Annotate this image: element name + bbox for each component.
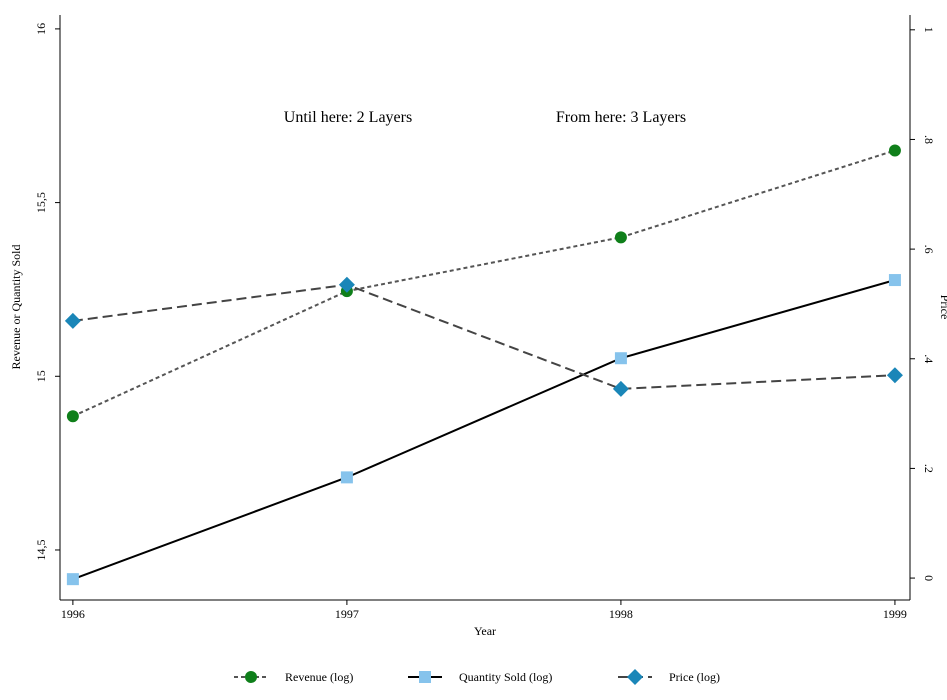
legend-label: Revenue (log) [285,670,353,684]
series-line [72,279,896,581]
y2-tick-label: .8 [922,135,936,144]
y-tick-label: 14,5 [34,539,48,560]
legend-label: Price (log) [669,670,720,684]
marker [64,312,81,329]
y2-tick-label: .6 [922,245,936,254]
marker [338,276,355,293]
x-tick-label: 1998 [609,607,633,621]
marker [614,352,627,365]
marker [888,144,901,157]
y-tick-label: 15 [34,370,48,382]
marker [886,367,903,384]
marker [612,380,629,397]
x-tick-label: 1996 [61,607,85,621]
y2-tick-label: .4 [922,354,936,363]
legend-marker [627,669,643,685]
legend-marker [245,671,257,683]
y2-tick-label: 1 [922,27,936,33]
series-line [72,283,895,390]
y2-axis-label: Price [938,295,947,320]
annotation: From here: 3 Layers [556,109,686,126]
series-line [72,149,896,418]
y2-tick-label: .2 [922,464,936,473]
y-axis-label: Revenue or Quantity Sold [9,245,23,370]
x-axis-label: Year [474,624,496,638]
y-tick-label: 15,5 [34,192,48,213]
legend-marker [419,671,431,683]
x-tick-label: 1997 [335,607,359,621]
marker [888,274,901,287]
x-tick-label: 1999 [883,607,907,621]
marker [66,410,79,423]
marker [614,231,627,244]
marker [340,471,353,484]
marker [66,573,79,586]
legend-label: Quantity Sold (log) [459,670,552,684]
annotation: Until here: 2 Layers [284,109,412,126]
y2-tick-label: 0 [922,575,936,581]
y-tick-label: 16 [34,23,48,35]
